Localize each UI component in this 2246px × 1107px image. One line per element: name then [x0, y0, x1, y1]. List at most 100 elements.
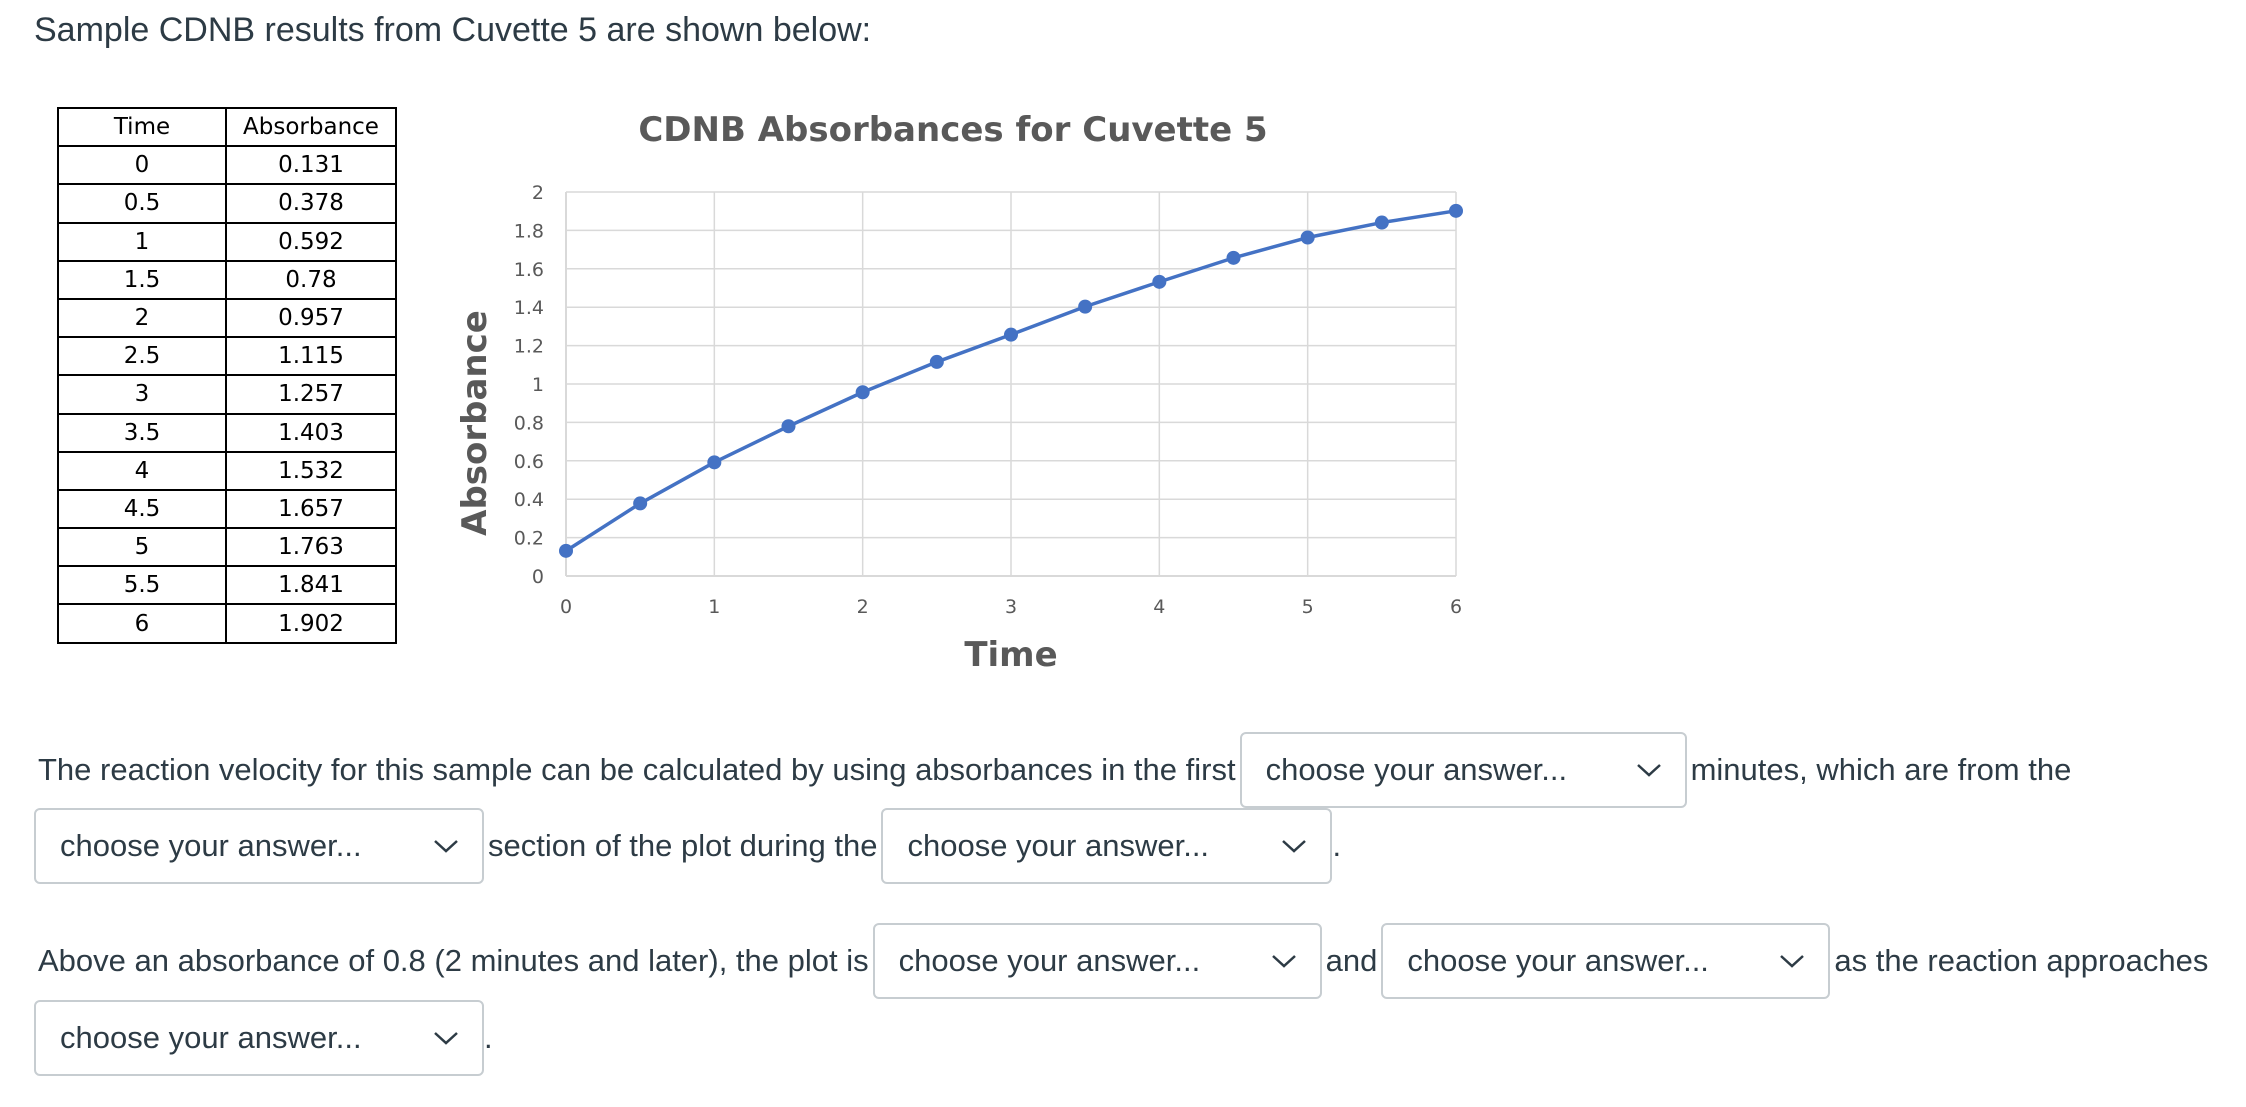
absorbance-cell: 0.592	[225, 221, 397, 262]
table-row: 4.5 1.657	[57, 488, 397, 530]
chart-series-layer	[559, 203, 1463, 558]
y-tick-label: 0.4	[514, 489, 544, 511]
table-body: 0 0.131 0.5 0.378 1 0.592 1.5 0.78 2 0.957 2.5 1.11…	[57, 145, 397, 644]
table-row: 2 0.957	[57, 297, 397, 339]
y-tick-label: 1.2	[514, 336, 544, 358]
chart-axes	[565, 192, 1456, 577]
time-cell: 0	[57, 145, 227, 186]
table-row: 0 0.131	[57, 145, 397, 186]
x-tick-label: 0	[560, 596, 572, 618]
question-1-text-1: The reaction velocity for this sample ca…	[38, 752, 1236, 787]
question-1-text-2: minutes, which are from the	[1690, 752, 2072, 787]
question-2-text-2: and	[1325, 943, 1378, 978]
time-cell: 4.5	[57, 488, 227, 530]
question-1-end-period: .	[1332, 828, 1342, 863]
x-tick-label: 2	[857, 596, 869, 618]
chart-gridlines	[566, 191, 1457, 576]
time-cell: 1	[57, 221, 227, 262]
question-1-line-2: choose your answer... section of the plo…	[34, 808, 1341, 884]
y-tick-label: 0.8	[514, 412, 544, 434]
time-cell: 5.5	[57, 565, 227, 606]
dropdown-value: choose your answer...	[60, 828, 362, 863]
x-tick-label: 1	[708, 596, 720, 618]
question-1-line-1: The reaction velocity for this sample ca…	[34, 732, 2075, 808]
data-point	[559, 543, 573, 558]
reaction-state-dropdown[interactable]: choose your answer...	[34, 1000, 484, 1076]
y-tick-label: 1	[532, 374, 544, 396]
chevron-down-icon	[1271, 955, 1296, 968]
y-tick-label: 0	[532, 566, 544, 588]
absorbance-cell: 1.115	[225, 336, 397, 377]
data-point	[781, 419, 796, 434]
plot-trend-dropdown[interactable]: choose your answer...	[1381, 923, 1831, 999]
absorbance-cell: 0.378	[225, 183, 397, 224]
time-cell: 2.5	[57, 336, 227, 377]
x-tick-label: 6	[1450, 596, 1462, 618]
chevron-down-icon	[434, 1032, 458, 1045]
data-point	[1226, 250, 1241, 265]
time-cell: 4	[57, 450, 227, 491]
time-cell: 5	[57, 527, 227, 568]
table-header-row: Time Absorbance	[57, 106, 397, 148]
y-tick-label: 0.6	[514, 451, 544, 473]
data-point	[1300, 230, 1315, 245]
absorbance-cell: 0.957	[225, 297, 397, 339]
absorbance-cell: 1.257	[225, 374, 397, 415]
question-2-text-1: Above an absorbance of 0.8 (2 minutes an…	[38, 943, 869, 978]
dropdown-value: choose your answer...	[1265, 752, 1568, 787]
question-2-text-3: as the reaction approaches	[1834, 943, 2209, 978]
data-point	[707, 455, 722, 470]
absorbance-cell: 1.532	[225, 450, 397, 491]
time-cell: 6	[57, 603, 227, 644]
absorbance-cell: 1.841	[225, 565, 397, 606]
data-point	[1449, 203, 1463, 218]
table-row: 3.5 1.403	[57, 412, 397, 453]
data-point	[633, 496, 648, 511]
table-row: 5.5 1.841	[57, 565, 397, 606]
absorbance-cell: 1.763	[225, 527, 397, 568]
time-cell: 2	[57, 297, 227, 339]
question-2-line-1: Above an absorbance of 0.8 (2 minutes an…	[34, 923, 2212, 999]
table-row: 4 1.532	[57, 450, 397, 491]
data-point	[855, 385, 870, 400]
time-cell: 1.5	[57, 259, 227, 300]
dropdown-value: choose your answer...	[907, 828, 1210, 863]
chevron-down-icon	[1282, 840, 1307, 853]
plot-section-dropdown[interactable]: choose your answer...	[34, 808, 484, 884]
absorbance-chart: 0 0.2 0.4 0.6 0.8 1 1.2 1.4 1.6 1.8 2 0 1 2 3 4 5 6 CDNB …	[455, 110, 1463, 675]
y-tick-label: 1.4	[514, 297, 544, 319]
y-tick-label: 1.6	[514, 259, 544, 281]
x-tick-label: 3	[1005, 596, 1017, 618]
table-row: 1 0.592	[57, 221, 397, 262]
time-cell: 3	[57, 374, 227, 415]
data-point	[1374, 215, 1389, 230]
table-row: 1.5 0.78	[57, 259, 397, 300]
x-axis-label: Time	[964, 635, 1057, 675]
table-row: 6 1.902	[57, 603, 397, 644]
reaction-phase-dropdown[interactable]: choose your answer...	[881, 808, 1333, 884]
absorbance-cell: 1.657	[225, 488, 397, 530]
time-cell: 0.5	[57, 183, 227, 224]
minutes-dropdown[interactable]: choose your answer...	[1239, 732, 1687, 808]
data-table: Time Absorbance 0 0.131 0.5 0.378 1 0.592 1.5 0…	[57, 106, 397, 644]
question-2-end-period: .	[484, 1020, 493, 1055]
chart-title: CDNB Absorbances for Cuvette 5	[638, 110, 1267, 150]
dropdown-value: choose your answer...	[898, 943, 1201, 978]
dropdown-value: choose your answer...	[60, 1020, 362, 1055]
y-tick-label: 0.2	[514, 528, 544, 550]
intro-text: Sample CDNB results from Cuvette 5 are s…	[34, 11, 872, 49]
table-row: 0.5 0.378	[57, 183, 397, 224]
data-point	[1078, 299, 1093, 314]
x-tick-label: 5	[1302, 596, 1314, 618]
data-point	[929, 354, 944, 369]
chevron-down-icon	[1636, 764, 1661, 777]
absorbance-cell: 0.131	[225, 145, 397, 186]
absorbance-cell: 1.902	[225, 603, 397, 644]
table-row: 2.5 1.115	[57, 336, 397, 377]
absorbance-cell: 0.78	[225, 259, 397, 300]
y-tick-label: 1.8	[514, 220, 544, 242]
data-point	[1004, 327, 1018, 342]
plot-shape-dropdown[interactable]: choose your answer...	[872, 923, 1322, 999]
time-cell: 3.5	[57, 412, 227, 453]
y-axis-label: Absorbance	[455, 310, 495, 536]
